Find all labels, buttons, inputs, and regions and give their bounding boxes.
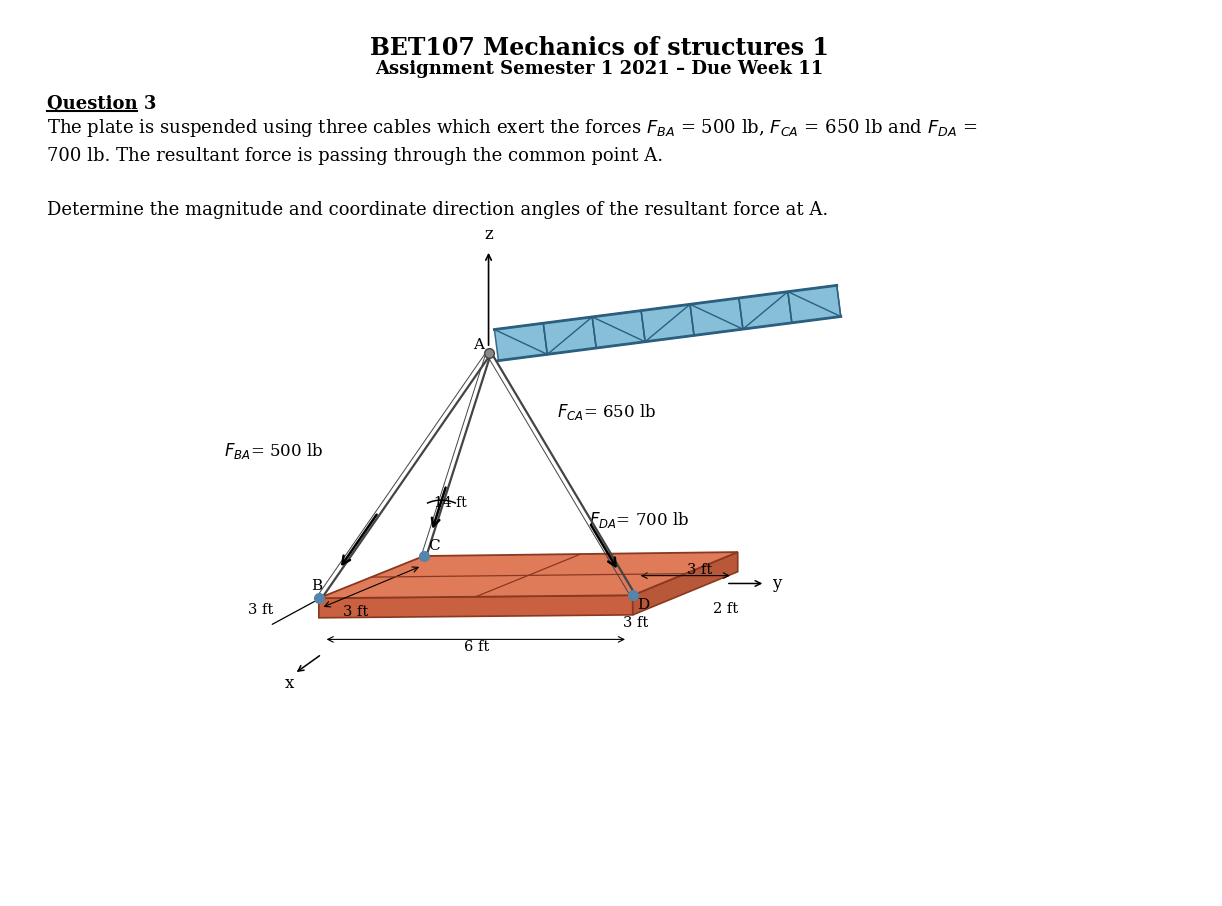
Text: 3 ft: 3 ft <box>248 602 274 617</box>
Polygon shape <box>544 317 596 354</box>
Polygon shape <box>739 292 792 329</box>
Polygon shape <box>319 552 738 598</box>
Text: x: x <box>285 675 293 692</box>
Text: The plate is suspended using three cables which exert the forces $F_{BA}$ = 500 : The plate is suspended using three cable… <box>48 118 978 140</box>
Text: z: z <box>484 226 492 243</box>
Text: $F_{BA}$= 500 lb: $F_{BA}$= 500 lb <box>224 441 323 461</box>
Text: C: C <box>428 539 440 554</box>
Polygon shape <box>593 311 645 348</box>
Text: A: A <box>473 338 484 352</box>
Text: Determine the magnitude and coordinate direction angles of the resultant force a: Determine the magnitude and coordinate d… <box>48 201 829 219</box>
Polygon shape <box>788 285 841 323</box>
Polygon shape <box>690 298 743 335</box>
Text: 14 ft: 14 ft <box>434 496 467 510</box>
Polygon shape <box>642 304 694 342</box>
Polygon shape <box>633 552 738 615</box>
Text: 6 ft: 6 ft <box>464 641 489 654</box>
Text: 2 ft: 2 ft <box>714 602 738 616</box>
Text: Assignment Semester 1 2021 – Due Week 11: Assignment Semester 1 2021 – Due Week 11 <box>375 60 824 78</box>
Text: B: B <box>310 579 323 593</box>
Text: D: D <box>637 598 649 612</box>
Polygon shape <box>495 323 547 361</box>
Text: $F_{CA}$= 650 lb: $F_{CA}$= 650 lb <box>557 401 656 422</box>
Text: 3 ft: 3 ft <box>687 563 712 576</box>
Text: y: y <box>772 575 781 592</box>
Text: 700 lb. The resultant force is passing through the common point A.: 700 lb. The resultant force is passing t… <box>48 147 664 165</box>
Text: 3 ft: 3 ft <box>343 605 369 619</box>
Text: Question 3: Question 3 <box>48 95 156 113</box>
Text: $F_{DA}$= 700 lb: $F_{DA}$= 700 lb <box>589 510 689 530</box>
Text: BET107 Mechanics of structures 1: BET107 Mechanics of structures 1 <box>370 36 829 60</box>
Polygon shape <box>319 595 633 618</box>
Text: 3 ft: 3 ft <box>623 616 648 630</box>
